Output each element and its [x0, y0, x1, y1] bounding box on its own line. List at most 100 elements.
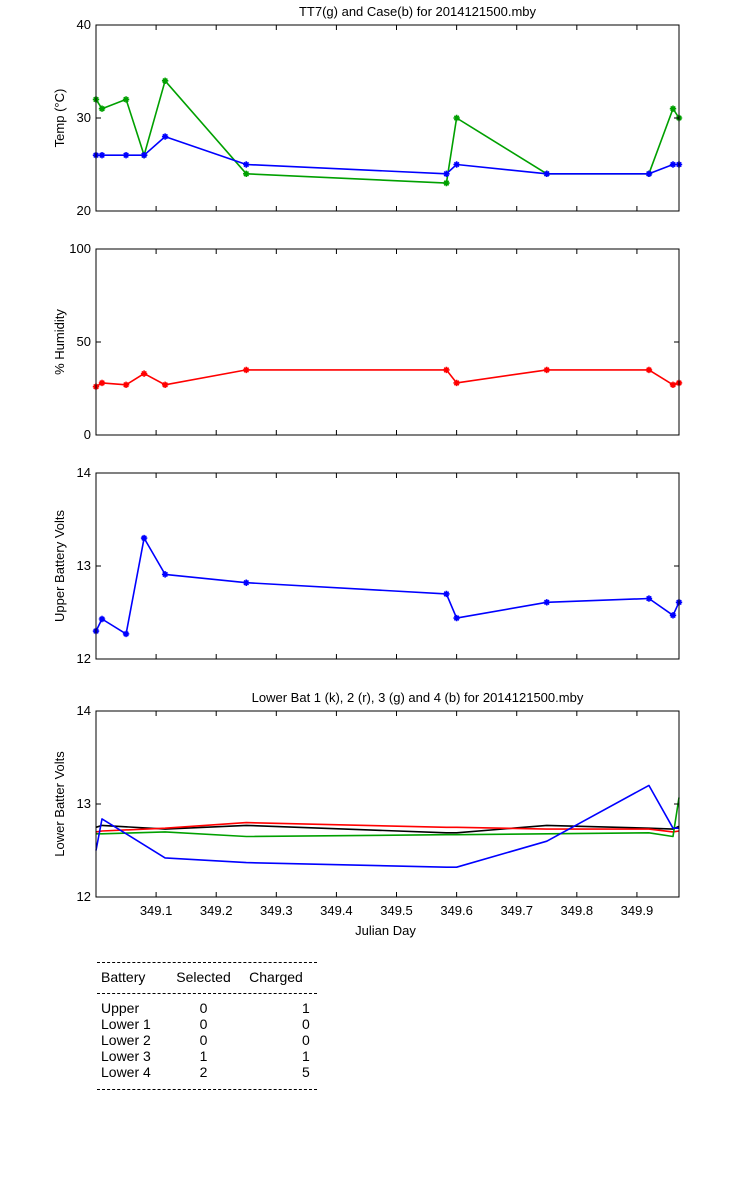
upper-volts-y-tick-label: 12	[77, 651, 91, 666]
lower-volts-x-tick-label: 349.1	[140, 903, 173, 918]
header-selected: Selected	[176, 969, 231, 985]
humidity-data-point	[122, 381, 130, 388]
temp-data-point	[453, 114, 460, 122]
upper-volts-data-point	[243, 579, 250, 586]
table-row: Upper 0 1	[97, 1000, 317, 1016]
upper-volts-data-point	[122, 630, 130, 638]
temp-data-point	[161, 133, 169, 140]
temp-y-tick-label: 20	[77, 203, 91, 218]
temp-data-point	[543, 170, 550, 177]
lower-volts-x-tick-label: 349.6	[440, 903, 473, 918]
selected-value: 0	[199, 1016, 208, 1032]
table-row: Lower 1 0 0	[97, 1016, 317, 1032]
humidity-data-point	[243, 366, 250, 374]
table-row: Lower 3 1 1	[97, 1048, 317, 1064]
temp-data-point	[140, 152, 148, 159]
lower-volts-plot-frame	[95, 710, 680, 898]
lower-volts-y-tick-label: 12	[77, 889, 91, 904]
upper-volts-data-point	[443, 590, 450, 598]
humidity-y-axis-label: % Humidity	[52, 309, 67, 375]
selected-value: 2	[199, 1064, 208, 1080]
temp-data-point	[645, 170, 653, 177]
battery-name: Lower 2	[101, 1032, 151, 1048]
temp-chart-title: TT7(g) and Case(b) for 2014121500.mby	[299, 4, 537, 19]
charged-value: 0	[302, 1016, 310, 1032]
lower-volts-chart-title: Lower Bat 1 (k), 2 (r), 3 (g) and 4 (b) …	[252, 690, 584, 705]
temp-y-axis-label: Temp (°C)	[52, 89, 67, 148]
lower-volts-series-line-3	[95, 784, 679, 869]
temp-data-point	[161, 77, 169, 84]
humidity-data-point	[161, 381, 169, 388]
humidity-plot-frame	[95, 248, 680, 436]
upper-volts-data-point	[543, 599, 550, 606]
battery-name: Upper	[101, 1000, 140, 1016]
temp-series-line-1	[96, 135, 679, 175]
temp-data-point	[98, 152, 106, 159]
lower-volts-x-tick-label: 349.2	[200, 903, 233, 918]
lower-volts-x-tick-label: 349.7	[500, 903, 533, 918]
lower-volts-x-tick-label: 349.5	[380, 903, 413, 918]
temp-y-tick-label: 30	[77, 110, 91, 125]
charged-value: 0	[302, 1032, 310, 1048]
humidity-y-tick-label: 50	[77, 334, 91, 349]
selected-value: 0	[199, 1000, 208, 1016]
lower-volts-series-line-0	[95, 824, 680, 834]
lower-volts-x-tick-label: 349.8	[561, 903, 594, 918]
temp-plot-frame	[95, 24, 680, 212]
lower-volts-x-tick-label: 349.9	[621, 903, 654, 918]
humidity-data-point	[443, 366, 450, 374]
battery-table: Battery Selected Charged Upper 0 1 Lower…	[97, 962, 317, 1090]
selected-value: 0	[199, 1032, 208, 1048]
humidity-data-point	[645, 366, 653, 374]
battery-name: Lower 3	[101, 1048, 151, 1064]
table-divider	[97, 1089, 317, 1090]
upper-volts-y-axis-label: Upper Battery Volts	[52, 510, 67, 622]
upper-volts-y-tick-label: 14	[77, 465, 91, 480]
humidity-data-point	[543, 366, 550, 374]
upper-volts-data-point	[453, 614, 460, 622]
lower-volts-series-line-1	[95, 821, 680, 833]
lower-volts-y-axis-label: Lower Batter Volts	[52, 751, 67, 857]
temp-data-point	[453, 161, 460, 168]
humidity-data-point	[140, 370, 148, 377]
humidity-data-point	[669, 381, 677, 388]
table-row: Lower 4 2 5	[97, 1064, 317, 1080]
temp-data-point	[243, 161, 250, 168]
lower-volts-y-tick-label: 14	[77, 703, 91, 718]
lower-volts-y-tick-label: 13	[77, 796, 91, 811]
table-header-row: Battery Selected Charged	[97, 963, 317, 993]
lower-volts-x-tick-label: 349.3	[260, 903, 293, 918]
upper-volts-plot-frame	[95, 472, 680, 660]
upper-volts-data-point	[161, 571, 169, 578]
selected-value: 1	[199, 1048, 208, 1064]
temp-data-point	[122, 96, 130, 103]
table-row: Lower 2 0 0	[97, 1032, 317, 1048]
lower-volts-x-axis-label: Julian Day	[355, 923, 416, 938]
battery-name: Lower 4	[101, 1064, 151, 1080]
temp-data-point	[443, 179, 450, 187]
battery-name: Lower 1	[101, 1016, 151, 1032]
temp-y-tick-label: 40	[77, 17, 91, 32]
humidity-y-tick-label: 100	[69, 241, 91, 256]
lower-volts-series-line-2	[96, 797, 680, 838]
temp-data-point	[122, 152, 130, 159]
header-charged: Charged	[249, 969, 303, 985]
temp-data-point	[443, 170, 450, 177]
lower-volts-x-tick-label: 349.4	[320, 903, 353, 918]
charged-value: 5	[302, 1064, 310, 1080]
humidity-series-line-0	[95, 369, 680, 388]
upper-volts-data-point	[140, 534, 148, 542]
temp-data-point	[669, 105, 677, 112]
temp-data-point	[669, 161, 677, 168]
upper-volts-data-point	[98, 615, 106, 623]
header-battery: Battery	[101, 969, 146, 985]
table-divider	[97, 962, 317, 963]
upper-volts-series-line-0	[95, 537, 680, 635]
upper-volts-y-tick-label: 13	[77, 558, 91, 573]
temp-data-point	[98, 105, 106, 112]
charged-value: 1	[302, 1000, 310, 1016]
temp-data-point	[243, 170, 250, 177]
upper-volts-data-point	[669, 612, 677, 619]
temp-series-line-0	[95, 80, 680, 184]
